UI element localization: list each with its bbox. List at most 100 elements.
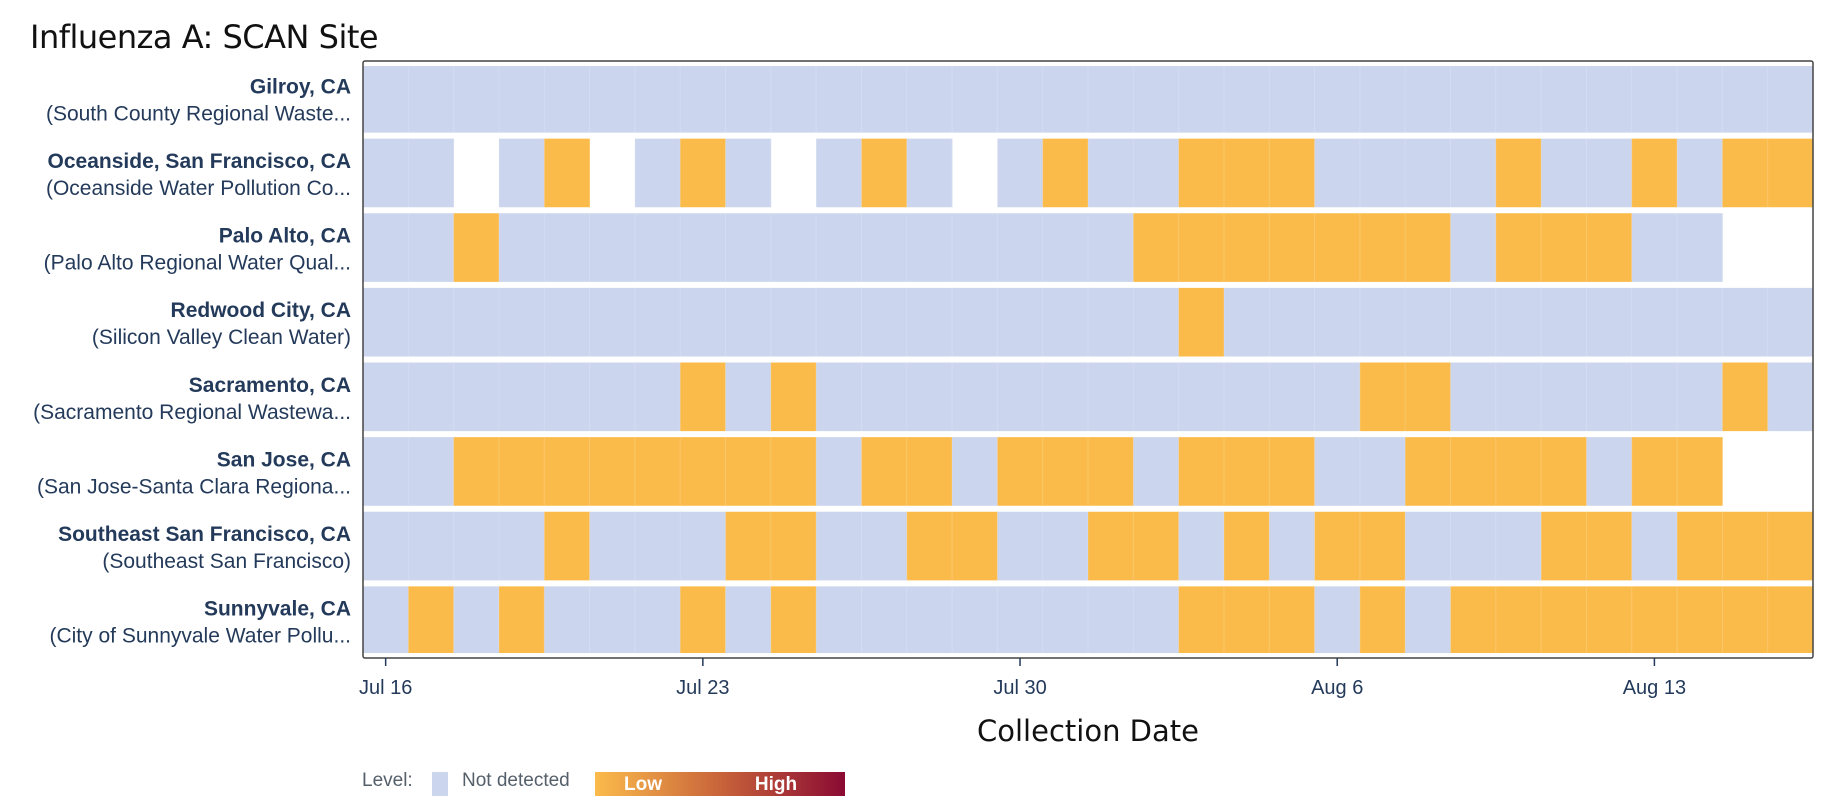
heatmap-cell [1722, 511, 1769, 581]
x-tick-label: Jul 23 [676, 677, 729, 699]
heatmap-cell [1359, 66, 1406, 133]
heatmap-cell [1677, 213, 1723, 282]
heatmap-cell [816, 437, 862, 506]
heatmap-cell [1314, 362, 1361, 432]
heatmap-cell [906, 287, 953, 357]
heatmap-cell [1223, 511, 1270, 581]
heatmap-cell [1586, 66, 1633, 133]
heatmap-cell [680, 213, 726, 282]
heatmap-cell [544, 66, 590, 133]
heatmap-cell [680, 287, 726, 357]
heatmap-cell [1405, 511, 1451, 581]
heatmap-cell [1541, 213, 1587, 282]
heatmap-cell [498, 586, 545, 654]
heatmap-cell [1405, 437, 1451, 506]
heatmap-cell [1088, 213, 1134, 282]
heatmap-cell [589, 586, 636, 654]
heatmap-cell [725, 213, 772, 282]
heatmap-cell [1495, 437, 1542, 506]
plot-frame [362, 60, 1814, 659]
heatmap-cell [861, 437, 908, 506]
heatmap-cell [1359, 511, 1406, 581]
heatmap-cell [952, 437, 998, 506]
heatmap-cell [1586, 511, 1633, 581]
heatmap-cell [363, 138, 409, 208]
heatmap-cell [1677, 362, 1723, 432]
heatmap-cell [408, 362, 455, 432]
heatmap-cell [680, 362, 726, 432]
heatmap-cell [363, 511, 409, 581]
heatmap-cell [1133, 437, 1180, 506]
heatmap-cell [1314, 138, 1361, 208]
heatmap-cell [408, 511, 455, 581]
heatmap-cell [1722, 362, 1769, 432]
heatmap-cell [1269, 138, 1315, 208]
heatmap-cell [1631, 66, 1678, 133]
heatmap-cell [816, 362, 862, 432]
heatmap-cell [1088, 511, 1134, 581]
heatmap-cell [1450, 138, 1497, 208]
heatmap-cell [861, 66, 908, 133]
heatmap-cell [1767, 66, 1814, 133]
legend-low-label: Low [624, 774, 662, 795]
heatmap-cell [1450, 287, 1497, 357]
heatmap-cell [363, 362, 409, 432]
heatmap-cell [1359, 362, 1406, 432]
heatmap-cell [1269, 586, 1315, 654]
heatmap-cell [906, 437, 953, 506]
heatmap-cell [1450, 586, 1497, 654]
heatmap-cell [1223, 66, 1270, 133]
heatmap-cell [1405, 287, 1451, 357]
heatmap-cell [1314, 437, 1361, 506]
site-name-label: San Jose, CA [217, 448, 351, 471]
heatmap-cell [544, 287, 590, 357]
heatmap-cell [634, 511, 681, 581]
heatmap-cell [408, 287, 455, 357]
x-tick-label: Aug 13 [1623, 677, 1686, 699]
heatmap-cell [544, 586, 590, 654]
heatmap-cell [1405, 138, 1451, 208]
heatmap-cell [1586, 362, 1633, 432]
heatmap-cell [1042, 66, 1089, 133]
site-name-label: Palo Alto, CA [219, 225, 351, 248]
heatmap-cell [861, 287, 908, 357]
heatmap-cell [952, 287, 998, 357]
heatmap-cell [1178, 213, 1225, 282]
heatmap-cell [1178, 511, 1225, 581]
site-facility-label: (Sacramento Regional Wastewa... [33, 401, 351, 424]
heatmap-cell [408, 66, 455, 133]
heatmap-cell [634, 213, 681, 282]
heatmap-cell [1223, 586, 1270, 654]
heatmap-cell [997, 213, 1044, 282]
heatmap-cell [1042, 586, 1089, 654]
heatmap-cell [1042, 511, 1089, 581]
heatmap-cell [453, 287, 500, 357]
heatmap-cell [1088, 287, 1134, 357]
heatmap-cell [1269, 287, 1315, 357]
heatmap-cell [997, 362, 1044, 432]
heatmap-cell [363, 586, 409, 654]
heatmap-cell [1223, 287, 1270, 357]
heatmap-cell [906, 511, 953, 581]
heatmap-cell [1631, 138, 1678, 208]
heatmap-cell [1133, 362, 1180, 432]
heatmap-cell [1767, 511, 1814, 581]
heatmap-cell [408, 213, 455, 282]
heatmap-cell [952, 586, 998, 654]
site-name-label: Gilroy, CA [250, 75, 351, 98]
heatmap-cell [1450, 66, 1497, 133]
heatmap-cell [1088, 138, 1134, 208]
heatmap-cell [1042, 437, 1089, 506]
heatmap-cell [906, 586, 953, 654]
heatmap-cell [906, 213, 953, 282]
heatmap-cell [1178, 287, 1225, 357]
heatmap-cell [1495, 287, 1542, 357]
heatmap-cell [816, 66, 862, 133]
heatmap-cell [498, 437, 545, 506]
heatmap-cell [1314, 213, 1361, 282]
heatmap-cell [1359, 437, 1406, 506]
heatmap-cell [952, 511, 998, 581]
heatmap-cell [770, 586, 817, 654]
heatmap-cell [680, 66, 726, 133]
heatmap-cell [997, 586, 1044, 654]
